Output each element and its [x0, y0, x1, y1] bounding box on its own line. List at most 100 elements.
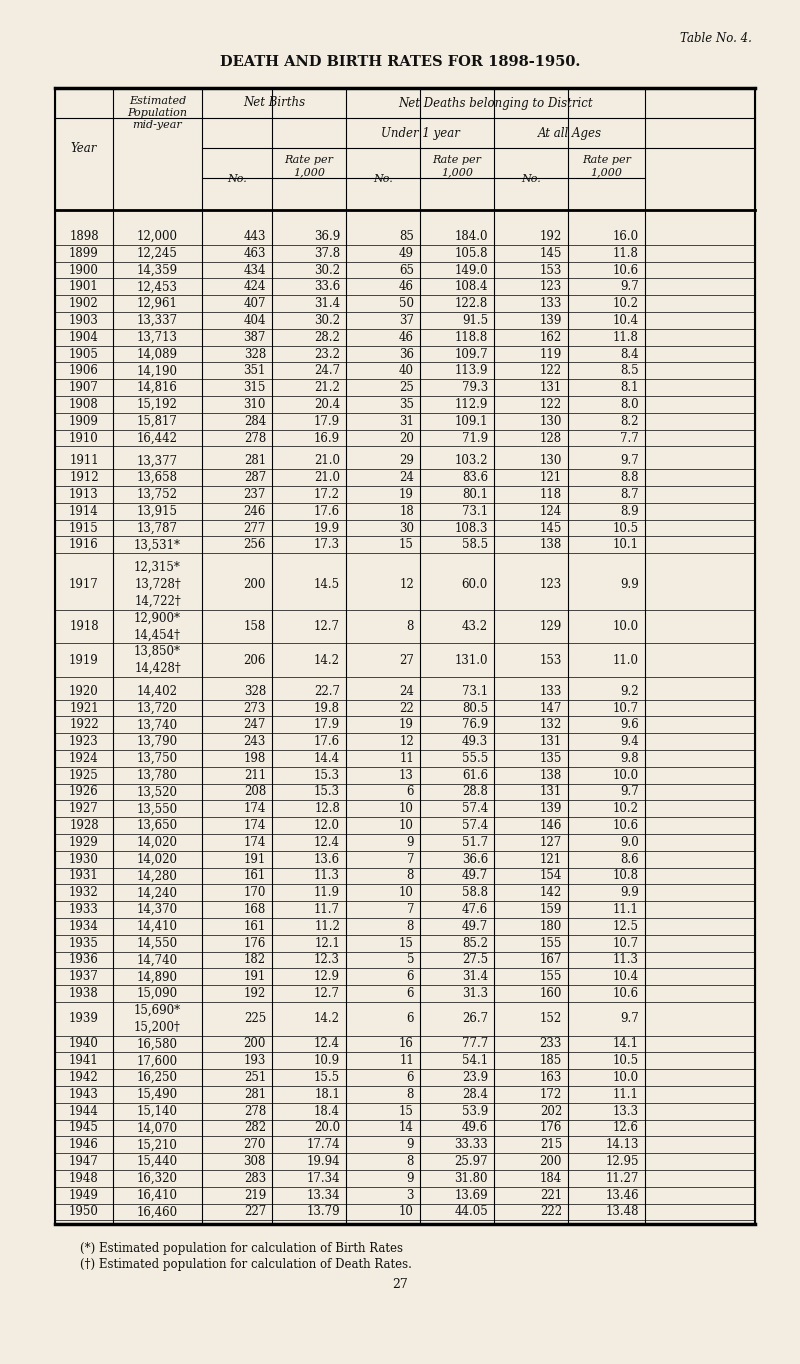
Text: 14,410: 14,410 [137, 919, 178, 933]
Text: Estimated: Estimated [129, 95, 186, 106]
Text: 17.9: 17.9 [314, 415, 340, 428]
Text: 108.3: 108.3 [454, 521, 488, 535]
Text: 58.8: 58.8 [462, 887, 488, 899]
Text: Population: Population [127, 108, 187, 119]
Text: 20.4: 20.4 [314, 398, 340, 411]
Text: 14,240: 14,240 [137, 887, 178, 899]
Text: 31.3: 31.3 [462, 988, 488, 1000]
Text: 191: 191 [244, 852, 266, 866]
Text: 11.3: 11.3 [314, 869, 340, 883]
Text: mid-year: mid-year [133, 120, 182, 130]
Text: 109.1: 109.1 [454, 415, 488, 428]
Text: 71.9: 71.9 [462, 431, 488, 445]
Text: 1900: 1900 [69, 263, 99, 277]
Text: 14.4: 14.4 [314, 752, 340, 765]
Text: 170: 170 [244, 887, 266, 899]
Text: 37: 37 [399, 314, 414, 327]
Text: 243: 243 [244, 735, 266, 747]
Text: 1906: 1906 [69, 364, 99, 378]
Text: 11.8: 11.8 [613, 330, 639, 344]
Text: 13.6: 13.6 [314, 852, 340, 866]
Text: 16,460: 16,460 [137, 1206, 178, 1218]
Text: 198: 198 [244, 752, 266, 765]
Text: 1940: 1940 [69, 1038, 99, 1050]
Text: 251: 251 [244, 1071, 266, 1084]
Text: 14,020: 14,020 [137, 852, 178, 866]
Text: 36.6: 36.6 [462, 852, 488, 866]
Text: 15,090: 15,090 [137, 988, 178, 1000]
Text: 30.2: 30.2 [314, 263, 340, 277]
Text: 119: 119 [540, 348, 562, 360]
Text: 278: 278 [244, 431, 266, 445]
Text: 13,550: 13,550 [137, 802, 178, 816]
Text: 192: 192 [244, 988, 266, 1000]
Text: 308: 308 [244, 1155, 266, 1168]
Text: 145: 145 [540, 521, 562, 535]
Text: Net Births: Net Births [243, 97, 305, 109]
Text: 160: 160 [540, 988, 562, 1000]
Text: 155: 155 [540, 970, 562, 983]
Text: 12.4: 12.4 [314, 1038, 340, 1050]
Text: 17.6: 17.6 [314, 735, 340, 747]
Text: 12,900*: 12,900* [134, 611, 181, 625]
Text: 351: 351 [244, 364, 266, 378]
Text: 12.9: 12.9 [314, 970, 340, 983]
Text: 9.7: 9.7 [620, 280, 639, 293]
Text: 83.6: 83.6 [462, 471, 488, 484]
Text: 237: 237 [244, 488, 266, 501]
Text: 76.9: 76.9 [462, 719, 488, 731]
Text: 149.0: 149.0 [454, 263, 488, 277]
Text: 8.9: 8.9 [620, 505, 639, 518]
Text: 108.4: 108.4 [454, 280, 488, 293]
Text: 407: 407 [243, 297, 266, 310]
Text: 9.4: 9.4 [620, 735, 639, 747]
Text: 15,210: 15,210 [137, 1139, 178, 1151]
Text: 11.27: 11.27 [606, 1172, 639, 1185]
Text: 35: 35 [399, 398, 414, 411]
Text: 10.0: 10.0 [613, 1071, 639, 1084]
Text: 16,320: 16,320 [137, 1172, 178, 1185]
Text: 27.5: 27.5 [462, 953, 488, 967]
Text: 11.3: 11.3 [613, 953, 639, 967]
Text: 21.0: 21.0 [314, 454, 340, 468]
Text: 16,250: 16,250 [137, 1071, 178, 1084]
Text: 55.5: 55.5 [462, 752, 488, 765]
Text: 273: 273 [244, 701, 266, 715]
Text: 387: 387 [244, 330, 266, 344]
Text: 6: 6 [406, 786, 414, 798]
Text: 133: 133 [540, 297, 562, 310]
Text: 1933: 1933 [69, 903, 99, 917]
Text: 124: 124 [540, 505, 562, 518]
Text: 118: 118 [540, 488, 562, 501]
Text: 40: 40 [399, 364, 414, 378]
Text: 10.6: 10.6 [613, 988, 639, 1000]
Text: 12.7: 12.7 [314, 988, 340, 1000]
Text: 11.9: 11.9 [314, 887, 340, 899]
Text: 1,000: 1,000 [590, 166, 622, 177]
Text: 135: 135 [540, 752, 562, 765]
Text: (*) Estimated population for calculation of Birth Rates: (*) Estimated population for calculation… [80, 1243, 403, 1255]
Text: (†) Estimated population for calculation of Death Rates.: (†) Estimated population for calculation… [80, 1259, 412, 1271]
Text: 1930: 1930 [69, 852, 99, 866]
Text: 154: 154 [540, 869, 562, 883]
Text: 118.8: 118.8 [454, 330, 488, 344]
Text: 1898: 1898 [69, 231, 99, 243]
Text: 23.9: 23.9 [462, 1071, 488, 1084]
Text: 142: 142 [540, 887, 562, 899]
Text: 80.1: 80.1 [462, 488, 488, 501]
Text: 1914: 1914 [69, 505, 99, 518]
Text: 1936: 1936 [69, 953, 99, 967]
Text: 1908: 1908 [69, 398, 99, 411]
Text: 43.2: 43.2 [462, 619, 488, 633]
Text: 176: 176 [540, 1121, 562, 1135]
Text: Net Deaths belonging to District: Net Deaths belonging to District [398, 97, 593, 109]
Text: 30.2: 30.2 [314, 314, 340, 327]
Text: 1931: 1931 [69, 869, 99, 883]
Text: 15,690*: 15,690* [134, 1004, 181, 1018]
Text: 31.80: 31.80 [454, 1172, 488, 1185]
Text: 14.5: 14.5 [314, 578, 340, 591]
Text: 1935: 1935 [69, 937, 99, 949]
Text: 28.2: 28.2 [314, 330, 340, 344]
Text: 11.2: 11.2 [314, 919, 340, 933]
Text: 14,190: 14,190 [137, 364, 178, 378]
